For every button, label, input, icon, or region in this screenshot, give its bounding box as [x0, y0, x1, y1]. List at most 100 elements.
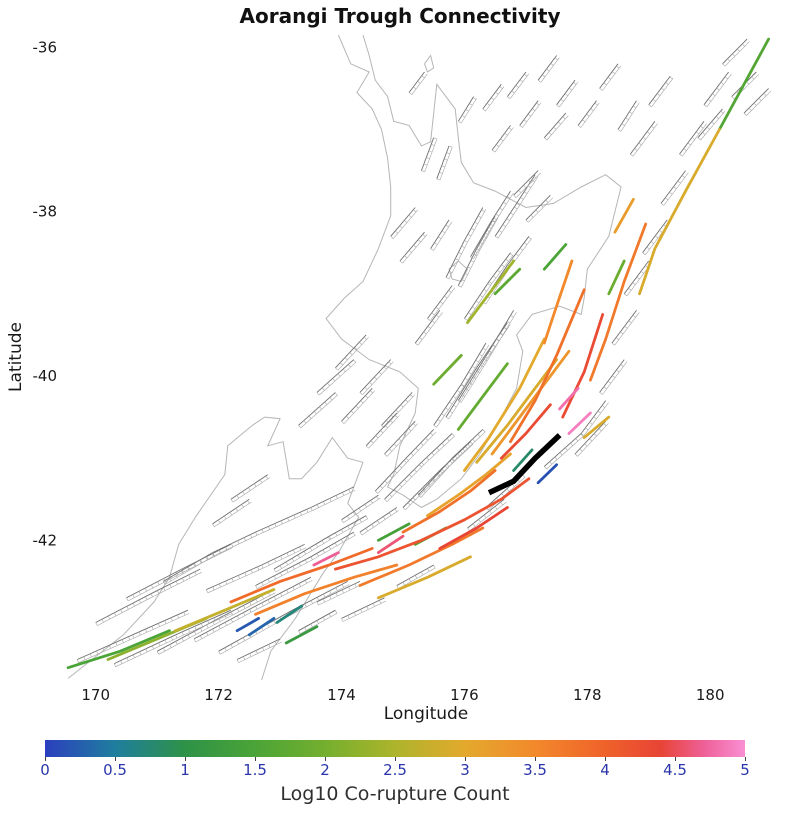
co-rupture-fault-trace [493, 267, 522, 296]
background-fault-trace [544, 400, 607, 467]
background-fault-trace [513, 170, 539, 196]
background-fault-mesh [399, 234, 428, 264]
background-fault-trace [236, 638, 281, 660]
background-fault-trace [255, 486, 354, 533]
background-fault-mesh [415, 312, 443, 346]
background-fault-mesh [341, 390, 376, 424]
background-fault-mesh [544, 402, 609, 470]
colorbar-tick-label: 4 [600, 761, 610, 779]
background-fault-mesh [617, 102, 640, 132]
co-rupture-fault-trace [475, 358, 558, 464]
colorbar-tick-label: 5 [740, 761, 750, 779]
y-tick-label: -36 [33, 38, 58, 56]
background-fault-trace [193, 576, 312, 640]
co-rupture-fault-trace [466, 259, 515, 324]
background-fault-trace [648, 75, 671, 106]
background-fault-trace [577, 100, 597, 126]
colorbar-tick-mark [255, 757, 256, 761]
background-fault-trace [697, 108, 723, 138]
background-fault-mesh [445, 209, 487, 280]
co-rupture-fault-trace [66, 629, 171, 670]
co-rupture-fault-trace [536, 463, 558, 485]
background-fault-trace [316, 359, 355, 393]
background-fault-trace [298, 392, 336, 426]
co-rupture-fault-trace [426, 452, 512, 518]
co-rupture-fault-trace [229, 547, 374, 604]
background-fault-trace [722, 38, 748, 65]
background-fault-mesh [365, 414, 400, 449]
co-rupture-fault-trace [613, 197, 635, 234]
plot-area [66, 35, 772, 680]
background-fault-mesh [482, 86, 505, 112]
colorbar-tick-label: 3.5 [523, 761, 547, 779]
background-fault-trace [374, 429, 435, 492]
co-rupture-fault-trace [275, 604, 303, 624]
background-fault-mesh [660, 172, 689, 206]
background-fault-mesh [255, 489, 356, 536]
co-rupture-fault-trace [432, 354, 463, 386]
background-fault-mesh [731, 74, 760, 100]
x-axis-label: Longitude [383, 704, 469, 724]
co-rupture-fault-trace [284, 625, 319, 645]
background-fault-trace [114, 609, 232, 665]
background-fault-trace [679, 121, 705, 155]
background-fault-trace [420, 137, 435, 171]
background-fault-mesh [445, 324, 511, 420]
background-fault-trace [703, 71, 729, 106]
colorbar-tick-label: 0.5 [103, 761, 127, 779]
background-fault-mesh [255, 532, 356, 589]
background-fault-mesh [574, 423, 609, 457]
colorbar-tick-label: 0 [40, 761, 50, 779]
co-rupture-fault-trace [558, 386, 580, 411]
background-fault-trace [482, 84, 502, 110]
colorbar-tick-mark [745, 757, 746, 761]
background-fault-mesh [390, 209, 419, 239]
background-fault-mesh [624, 262, 652, 297]
background-fault-mesh [525, 197, 554, 223]
background-fault-mesh [611, 312, 640, 346]
co-rupture-fault-trace [235, 617, 260, 633]
background-fault-trace [491, 125, 511, 151]
y-axis-label: Latitude [6, 322, 26, 392]
background-fault-mesh [648, 76, 674, 108]
co-rupture-fault-trace [542, 243, 568, 271]
y-tick-label: -38 [33, 203, 58, 221]
co-rupture-fault-trace [377, 534, 405, 554]
background-fault-mesh [467, 501, 507, 532]
co-rupture-fault-trace [174, 588, 276, 633]
coastline [424, 54, 435, 73]
coastline [67, 416, 364, 680]
background-fault-trace [335, 334, 367, 369]
colorbar-tick-mark [325, 757, 326, 761]
background-fault-mesh [430, 221, 453, 251]
background-fault-mesh [418, 429, 486, 498]
colorbar-tick-label: 1.5 [243, 761, 267, 779]
co-rupture-fault-trace [509, 288, 586, 444]
background-fault-trace [743, 88, 769, 114]
background-fault-mesh [359, 508, 399, 536]
x-tick-label: 178 [573, 686, 602, 704]
background-fault-mesh [402, 441, 474, 511]
colorbar-gradient [45, 740, 745, 757]
background-fault-mesh [396, 564, 436, 589]
co-rupture-fault-trace [334, 477, 531, 571]
background-fault-mesh [316, 359, 357, 396]
background-fault-mesh [537, 57, 560, 83]
background-fault-trace [212, 498, 250, 525]
y-tick-label: -40 [33, 367, 58, 385]
background-fault-trace [408, 71, 425, 93]
background-fault-trace [95, 568, 201, 623]
background-fault-mesh [470, 192, 514, 259]
co-rupture-fault-trace [589, 222, 648, 382]
coastline [325, 35, 622, 509]
background-fault-mesh [335, 336, 369, 371]
background-fault-trace [206, 543, 305, 591]
x-tick-label: 180 [696, 686, 725, 704]
co-rupture-fault-trace [377, 555, 472, 600]
co-rupture-fault-trace [567, 411, 592, 435]
background-fault-mesh [375, 431, 437, 494]
background-fault-trace [660, 170, 686, 204]
background-fault-mesh [464, 253, 514, 321]
background-fault-mesh [703, 73, 732, 108]
